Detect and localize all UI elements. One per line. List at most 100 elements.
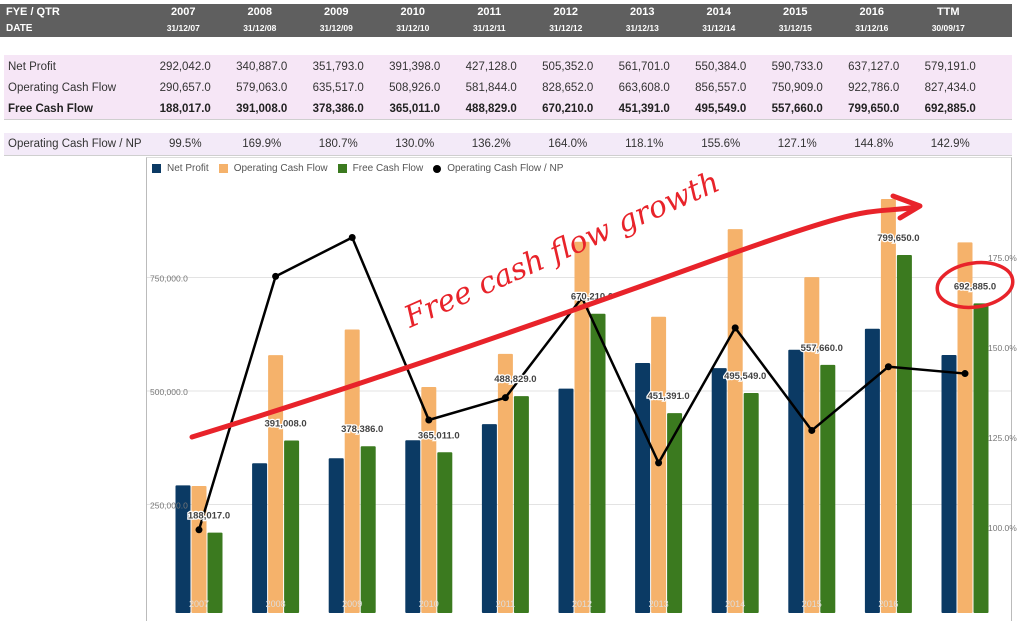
legend-item-operating-cash-flow[interactable]: Operating Cash Flow: [218, 163, 328, 174]
right-axis-label: 175.0%: [988, 253, 1017, 263]
header-date: 30/09/17: [931, 23, 965, 33]
legend-swatch-icon: [218, 164, 228, 173]
table-cell: 130.0%: [395, 137, 435, 150]
table-cell: 590,733.0: [771, 60, 823, 73]
bar-net-profit: [252, 463, 268, 613]
x-axis-label: 2013: [649, 599, 669, 609]
legend-swatch-icon: [152, 164, 161, 173]
table-cell: 488,829.0: [465, 102, 517, 115]
table-row-net-profit: Net Profit 292,042.0 340,887.0 351,793.0…: [4, 56, 1012, 77]
table-cell: 579,191.0: [924, 60, 976, 73]
header-period: 2014: [706, 6, 731, 18]
ratio-table: Operating Cash Flow / NP 99.5% 169.9% 18…: [4, 133, 1012, 156]
bar-operating-cash-flow: [880, 199, 896, 614]
bar-free-cash-flow: [513, 396, 529, 613]
right-axis-label: 100.0%: [988, 523, 1017, 533]
header-date: 31/12/09: [319, 23, 353, 33]
ratio-point: [578, 294, 586, 302]
legend-label: Operating Cash Flow: [233, 163, 328, 174]
header-period: 2013: [630, 6, 655, 18]
ratio-point: [272, 272, 280, 280]
bar-free-cash-flow: [207, 532, 223, 613]
header-date: 31/12/14: [702, 23, 736, 33]
table-cell: 127.1%: [777, 137, 817, 150]
header-date-label: DATE: [6, 22, 33, 34]
legend-item-net-profit[interactable]: Net Profit: [152, 163, 209, 174]
row-label: Free Cash Flow: [8, 102, 93, 115]
bar-free-cash-flow: [820, 364, 836, 613]
row-label: Operating Cash Flow / NP: [8, 137, 142, 150]
ratio-point: [961, 370, 969, 378]
header-period: 2007: [171, 6, 196, 18]
annotation-arrow: [189, 204, 921, 440]
row-label: Net Profit: [8, 60, 56, 73]
header-period-row: FYE / QTR 2007 2008 2009 2010 2011 2012 …: [0, 4, 1012, 20]
header-period: 2015: [783, 6, 808, 18]
bar-net-profit: [328, 458, 344, 613]
bar-net-profit: [635, 362, 651, 613]
bar-net-profit: [711, 368, 727, 613]
table-cell: 136.2%: [471, 137, 511, 150]
table-cell: 856,557.0: [695, 81, 747, 94]
table-cell: 579,063.0: [236, 81, 288, 94]
legend-label: Free Cash Flow: [352, 163, 424, 174]
table-cell: 550,384.0: [695, 60, 747, 73]
annotation-text: Free cash flow growth: [398, 165, 725, 336]
chart-legend: Net Profit Operating Cash Flow Free Cash…: [152, 163, 573, 174]
header-date: 31/12/08: [243, 23, 277, 33]
table-cell: 663,608.0: [618, 81, 670, 94]
bar-net-profit: [788, 349, 804, 613]
left-axis-label: 250,000.0: [150, 500, 188, 510]
table-cell: 351,793.0: [312, 60, 364, 73]
header-date: 31/12/16: [855, 23, 889, 33]
ratio-point: [808, 426, 816, 434]
fcf-data-label: 799,650.0: [877, 233, 919, 244]
table-cell: 750,909.0: [771, 81, 823, 94]
table-cell: 188,017.0: [159, 102, 211, 115]
table-cell: 365,011.0: [389, 102, 441, 115]
row-label: Operating Cash Flow: [8, 81, 117, 94]
table-cell: 169.9%: [242, 137, 282, 150]
fcf-data-label: 378,386.0: [341, 424, 383, 435]
table-cell: 292,042.0: [159, 60, 211, 73]
header-period: 2016: [859, 6, 884, 18]
bar-free-cash-flow: [667, 413, 683, 613]
x-axis-label: 2012: [572, 599, 592, 609]
legend-item-ocf-np-ratio[interactable]: Operating Cash Flow / NP: [433, 163, 563, 174]
bar-net-profit: [864, 328, 880, 613]
x-axis-label: 2011: [496, 599, 515, 609]
x-axis-label: 2008: [266, 599, 286, 609]
x-axis-label: 2009: [342, 599, 362, 609]
combo-chart: [146, 157, 1012, 621]
fcf-data-label: 495,549.0: [724, 371, 766, 382]
table-cell: 505,352.0: [542, 60, 594, 73]
table-cell: 142.9%: [930, 137, 970, 150]
legend-item-free-cash-flow[interactable]: Free Cash Flow: [337, 163, 424, 174]
x-axis-label: 2007: [189, 599, 209, 609]
ratio-point: [195, 526, 203, 534]
bar-free-cash-flow: [743, 393, 759, 613]
header-period: 2010: [400, 6, 425, 18]
bar-operating-cash-flow: [574, 241, 590, 614]
table-cell: 637,127.0: [848, 60, 900, 73]
header-period: 2008: [247, 6, 272, 18]
bar-net-profit: [175, 485, 191, 613]
bar-free-cash-flow: [284, 440, 300, 613]
table-cell: 391,398.0: [389, 60, 441, 73]
table-cell: 451,391.0: [618, 102, 670, 115]
header-date: 31/12/11: [472, 23, 506, 33]
bar-free-cash-flow: [973, 303, 989, 613]
bar-operating-cash-flow: [804, 277, 820, 613]
header-date-row: DATE 31/12/07 31/12/08 31/12/09 31/12/10…: [0, 20, 1012, 36]
x-axis-label: 2014: [725, 599, 745, 609]
table-cell: 99.5%: [168, 137, 202, 150]
fcf-data-label: 391,008.0: [264, 418, 306, 429]
bar-operating-cash-flow: [497, 353, 513, 613]
fcf-data-label: 365,011.0: [418, 430, 460, 441]
bar-net-profit: [481, 424, 497, 613]
bar-operating-cash-flow: [727, 229, 743, 614]
legend-swatch-icon: [337, 164, 347, 173]
bar-free-cash-flow: [437, 452, 453, 613]
fcf-data-label: 692,885.0: [954, 281, 996, 292]
